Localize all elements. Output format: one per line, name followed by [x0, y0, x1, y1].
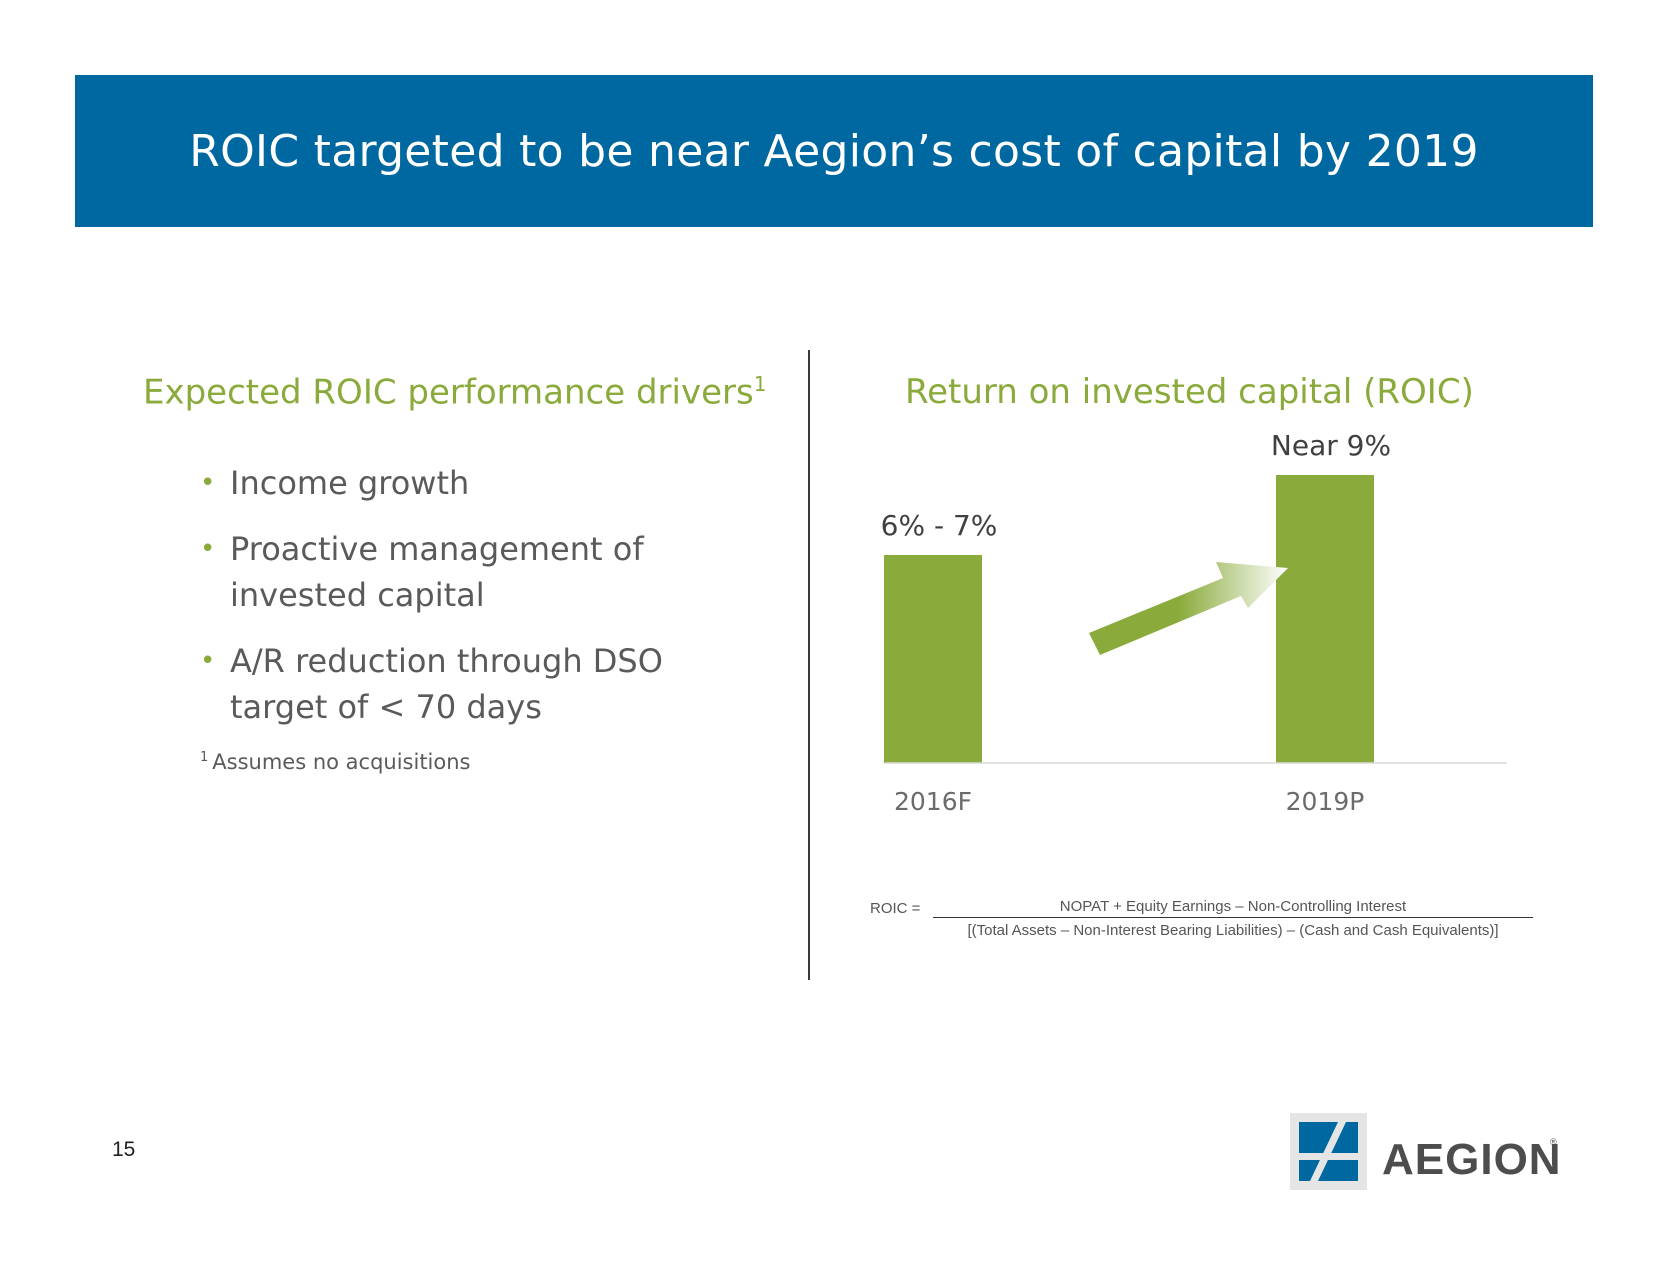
trend-arrow-icon — [1089, 562, 1288, 655]
footnote-marker: 1 — [200, 750, 209, 765]
bullet-icon: • — [200, 534, 216, 564]
tick-label-2019P: 2019P — [1286, 787, 1365, 816]
bullet-text-line1: Income growth — [230, 464, 470, 502]
logo-wordmark: AEGION — [1382, 1135, 1562, 1184]
data-label-2019P: Near 9% — [1271, 430, 1391, 462]
drivers-list: • Income growth • Proactive management o… — [200, 460, 720, 750]
aegion-logo-icon — [1290, 1113, 1367, 1190]
bars-group: 6% - 7% 2016F Near 9% 2019P — [881, 430, 1391, 816]
formula-denominator: [(Total Assets – Non-Interest Bearing Li… — [967, 922, 1499, 939]
data-label-2016F: 6% - 7% — [881, 509, 998, 542]
registered-mark: ® — [1550, 1137, 1557, 1147]
formula-numerator: NOPAT + Equity Earnings – Non-Controllin… — [933, 898, 1533, 918]
tick-label-2016F: 2016F — [894, 787, 972, 816]
list-item: • Income growth — [200, 460, 720, 506]
bullet-icon: • — [200, 646, 216, 676]
aegion-logo: AEGION ® — [1290, 1113, 1562, 1193]
bar-2016F — [884, 555, 982, 763]
drivers-heading-text: Expected ROIC performance drivers — [143, 372, 754, 413]
drivers-heading-footnote-marker: 1 — [753, 372, 767, 396]
formula-lhs: ROIC = — [870, 900, 921, 917]
column-divider — [808, 350, 810, 980]
bullet-text-line1: Proactive management of — [230, 530, 644, 568]
drivers-heading: Expected ROIC performance drivers1 — [143, 372, 766, 412]
slide-title: ROIC targeted to be near Aegion’s cost o… — [189, 125, 1479, 177]
bar-2019P — [1276, 475, 1374, 763]
bullet-icon: • — [200, 468, 216, 498]
footnote: 1 Assumes no acquisitions — [200, 750, 471, 774]
roic-formula: ROIC = NOPAT + Equity Earnings – Non-Con… — [870, 898, 1540, 948]
list-item: • A/R reduction through DSO target of < … — [200, 638, 720, 730]
list-item: • Proactive management of invested capit… — [200, 526, 720, 618]
bullet-text-line2: invested capital — [230, 576, 485, 614]
roic-chart: 6% - 7% 2016F Near 9% 2019P — [881, 430, 1507, 816]
title-banner: ROIC targeted to be near Aegion’s cost o… — [75, 75, 1593, 227]
chart-heading: Return on invested capital (ROIC) — [905, 372, 1474, 412]
bullet-text-line1: A/R reduction through DSO — [230, 642, 663, 680]
page-number: 15 — [112, 1138, 136, 1161]
bullet-text-line2: target of < 70 days — [230, 688, 542, 726]
footnote-text: Assumes no acquisitions — [212, 750, 471, 774]
